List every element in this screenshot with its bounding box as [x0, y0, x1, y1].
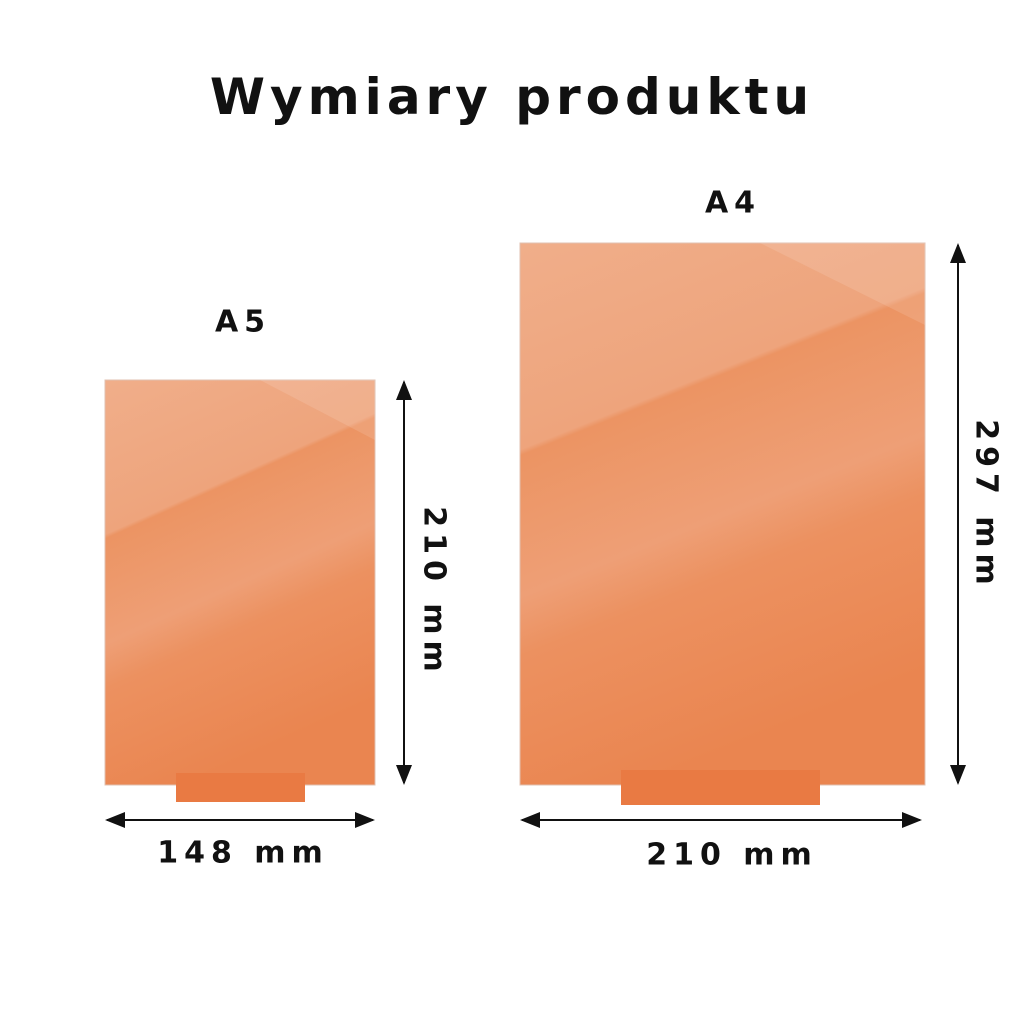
a4-label: A4 [704, 185, 762, 221]
a5-panel [104, 379, 376, 802]
a4-stand-base [621, 770, 820, 805]
a5-height-label: 210 mm [416, 506, 452, 678]
a5-stand-base [176, 773, 305, 802]
a4-height-label: 297 mm [968, 419, 1004, 591]
a4-panel [519, 242, 926, 805]
a4-width-label: 210 mm [646, 837, 818, 873]
a5-label: A5 [214, 304, 272, 340]
a5-width-label: 148 mm [157, 835, 329, 871]
page-title: Wymiary produktu [209, 68, 815, 126]
